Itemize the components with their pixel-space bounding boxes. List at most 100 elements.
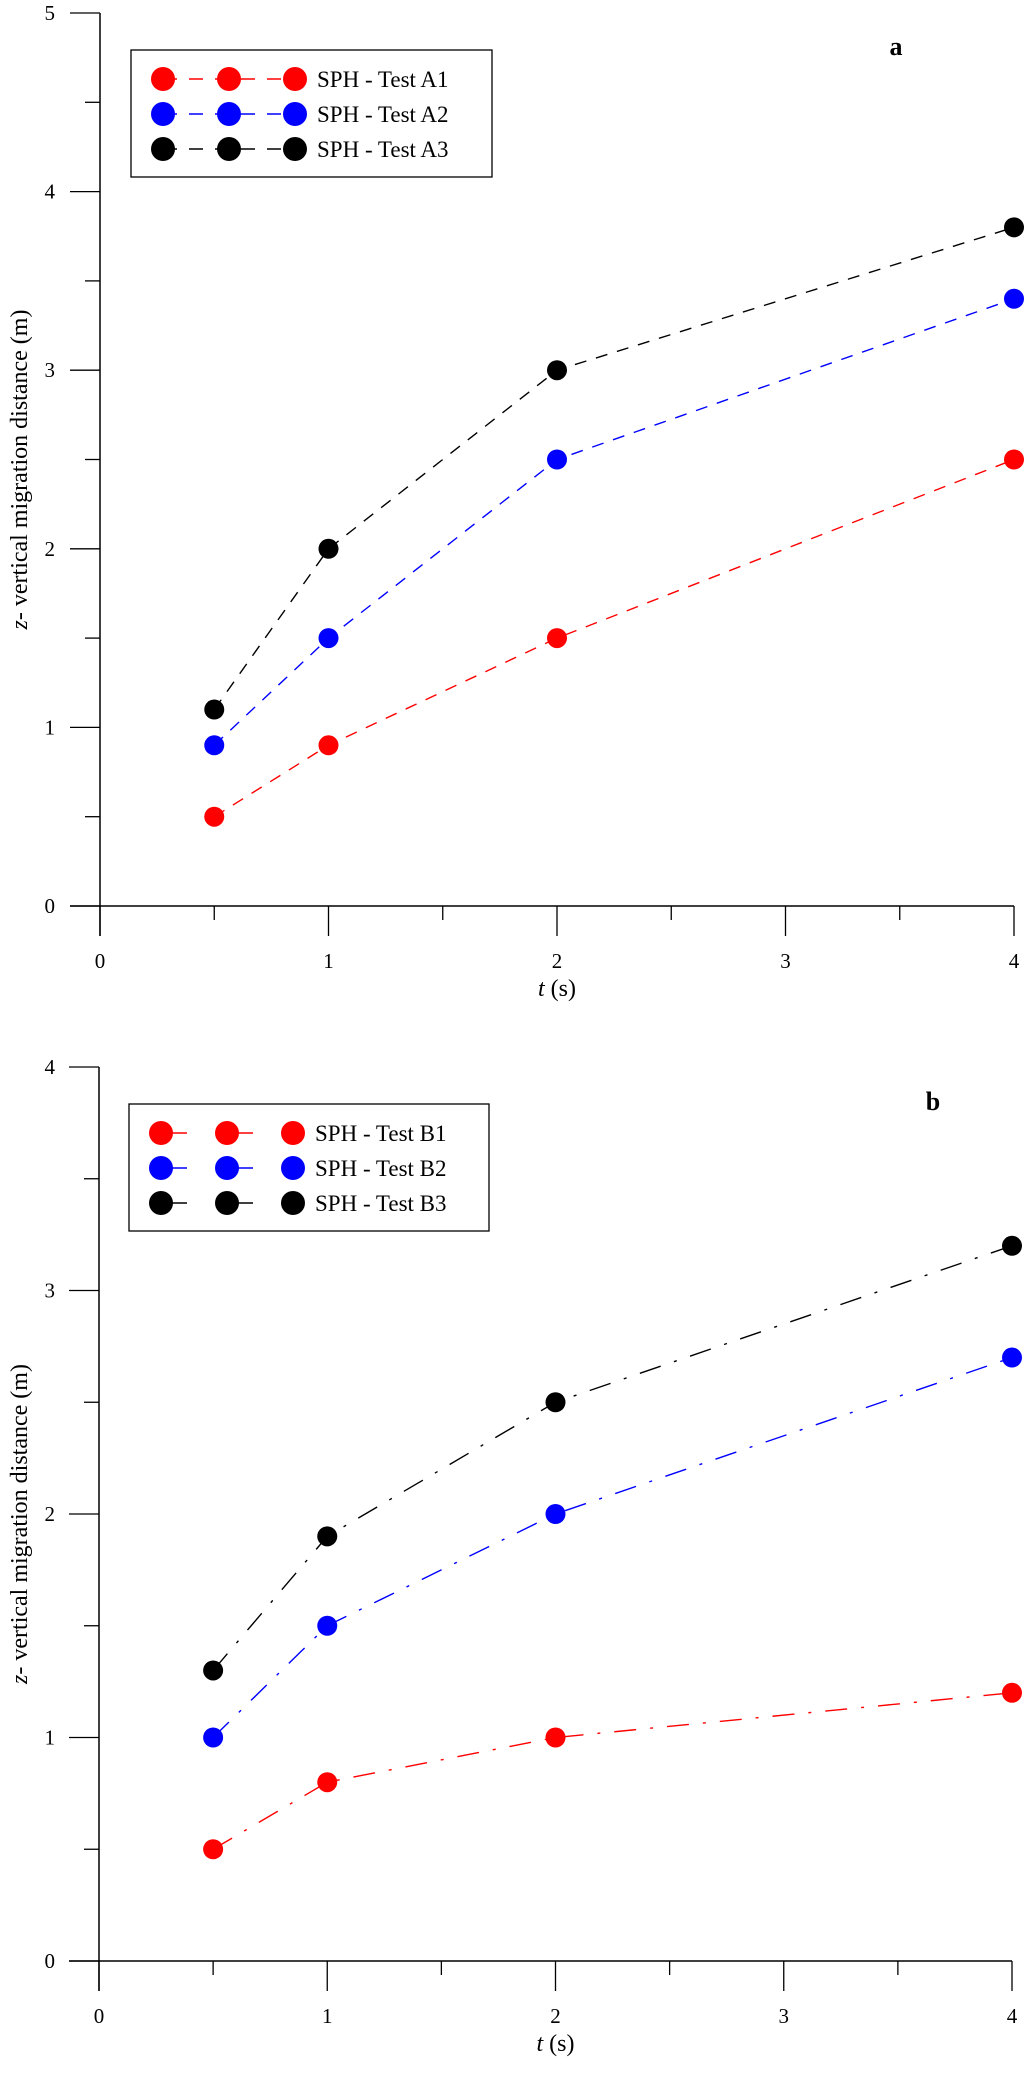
series-line (212, 1356, 1013, 1739)
panel-label: a (890, 32, 903, 61)
y-tick-label: 2 (45, 537, 56, 561)
panel-label: b (926, 1087, 940, 1116)
legend-marker (217, 137, 241, 161)
y-axis-title-rest: - vertical migration distance (m) (7, 310, 33, 621)
y-tick-label: 3 (45, 358, 56, 382)
data-point (1002, 1347, 1022, 1368)
y-axis-title: z- vertical migration distance (m) (7, 310, 33, 631)
x-tick-label: 3 (780, 949, 791, 973)
data-point (203, 1839, 224, 1860)
legend-marker (283, 102, 307, 126)
legend-box (128, 1103, 490, 1232)
x-tick-label: 1 (322, 2004, 333, 2028)
y-tick-label: 3 (45, 1279, 56, 1303)
series-3 (204, 217, 1024, 720)
data-point (203, 1660, 224, 1681)
series-3 (203, 1235, 1022, 1681)
data-point (547, 360, 567, 381)
series-line (213, 298, 1015, 746)
legend-marker (151, 102, 175, 126)
x-tick-label: 4 (1007, 2004, 1018, 2028)
series-line (212, 1692, 1013, 1850)
data-point (1002, 1235, 1022, 1256)
x-axis-title-var: t (538, 976, 546, 1002)
data-point (318, 538, 339, 559)
legend-marker (281, 1121, 305, 1145)
y-tick-label: 0 (45, 1949, 56, 1973)
x-tick-label: 0 (94, 2004, 105, 2028)
legend-label: SPH - Test B1 (315, 1121, 447, 1146)
legend-marker (151, 67, 175, 91)
data-point (317, 1615, 338, 1636)
y-tick-label: 0 (45, 894, 56, 918)
x-axis-title: t (s) (537, 2031, 575, 2057)
legend-marker (281, 1191, 305, 1215)
chart-panel-b: 0 1 2 3 4 0 1 2 3 4 t (s) z- vertical migration dis… (7, 1055, 1022, 2057)
legend-label: SPH - Test A2 (317, 102, 449, 127)
legend-marker (149, 1156, 173, 1180)
series-line (212, 1245, 1013, 1671)
legend-marker (283, 67, 307, 91)
series-1 (203, 1682, 1022, 1860)
x-tick-label: 2 (552, 949, 563, 973)
series-1 (204, 449, 1024, 827)
legend-label: SPH - Test A1 (317, 67, 449, 92)
data-point (545, 1392, 566, 1413)
y-tick-label: 1 (45, 715, 56, 739)
data-point (1002, 1682, 1022, 1703)
y-axis-title-var: z (7, 1674, 33, 1685)
legend-marker (215, 1191, 239, 1215)
legend: SPH - Test B1 SPH - Test B2 SPH - Test B3 (128, 1103, 490, 1232)
chart-panel-a: 0 1 2 3 4 0 1 2 3 4 5 t (s) z- vertical migration di… (7, 1, 1024, 1002)
legend-marker (149, 1121, 173, 1145)
series-line (213, 226, 1015, 710)
legend-label: SPH - Test A3 (317, 137, 449, 162)
legend-marker (217, 102, 241, 126)
data-point (317, 1772, 338, 1793)
y-tick-label: 4 (45, 1055, 56, 1079)
y-axis-title: z- vertical migration distance (m) (7, 1364, 33, 1685)
y-axis-title-rest: - vertical migration distance (m) (7, 1364, 33, 1675)
x-tick-label: 3 (779, 2004, 790, 2028)
data-point (1004, 449, 1024, 470)
y-axis-title-var: z (7, 619, 33, 630)
legend-marker (215, 1156, 239, 1180)
y-tick-label: 2 (45, 1502, 56, 1526)
series-2 (203, 1347, 1022, 1748)
data-point (204, 699, 225, 720)
x-axis-title-unit: (s) (543, 2031, 574, 2057)
data-point (204, 806, 225, 827)
data-point (318, 735, 339, 756)
x-axis-title-unit: (s) (545, 976, 576, 1002)
legend-marker (151, 137, 175, 161)
data-point (203, 1727, 224, 1748)
data-point (547, 449, 567, 470)
y-tick-label: 4 (45, 180, 56, 204)
x-axis-title-var: t (537, 2031, 545, 2057)
data-point (545, 1727, 566, 1748)
legend: SPH - Test A1 SPH - Test A2 SPH - Test A3 (130, 49, 493, 178)
x-tick-label: 4 (1009, 949, 1020, 973)
legend-marker (281, 1156, 305, 1180)
series-2 (204, 288, 1024, 756)
data-point (1004, 217, 1024, 238)
x-tick-label: 0 (95, 949, 106, 973)
data-point (317, 1526, 338, 1547)
legend-marker (217, 67, 241, 91)
legend-marker (149, 1191, 173, 1215)
series-line (213, 458, 1015, 818)
x-axis-title: t (s) (538, 976, 576, 1002)
x-tick-label: 1 (323, 949, 334, 973)
legend-marker (283, 137, 307, 161)
data-point (318, 628, 339, 649)
legend-label: SPH - Test B2 (315, 1156, 447, 1181)
data-point (204, 735, 225, 756)
data-point (1004, 288, 1024, 309)
legend-marker (215, 1121, 239, 1145)
x-tick-label: 2 (550, 2004, 561, 2028)
y-tick-label: 1 (45, 1726, 56, 1750)
y-tick-label: 5 (45, 1, 56, 25)
legend-label: SPH - Test B3 (315, 1191, 447, 1216)
data-point (545, 1504, 566, 1524)
